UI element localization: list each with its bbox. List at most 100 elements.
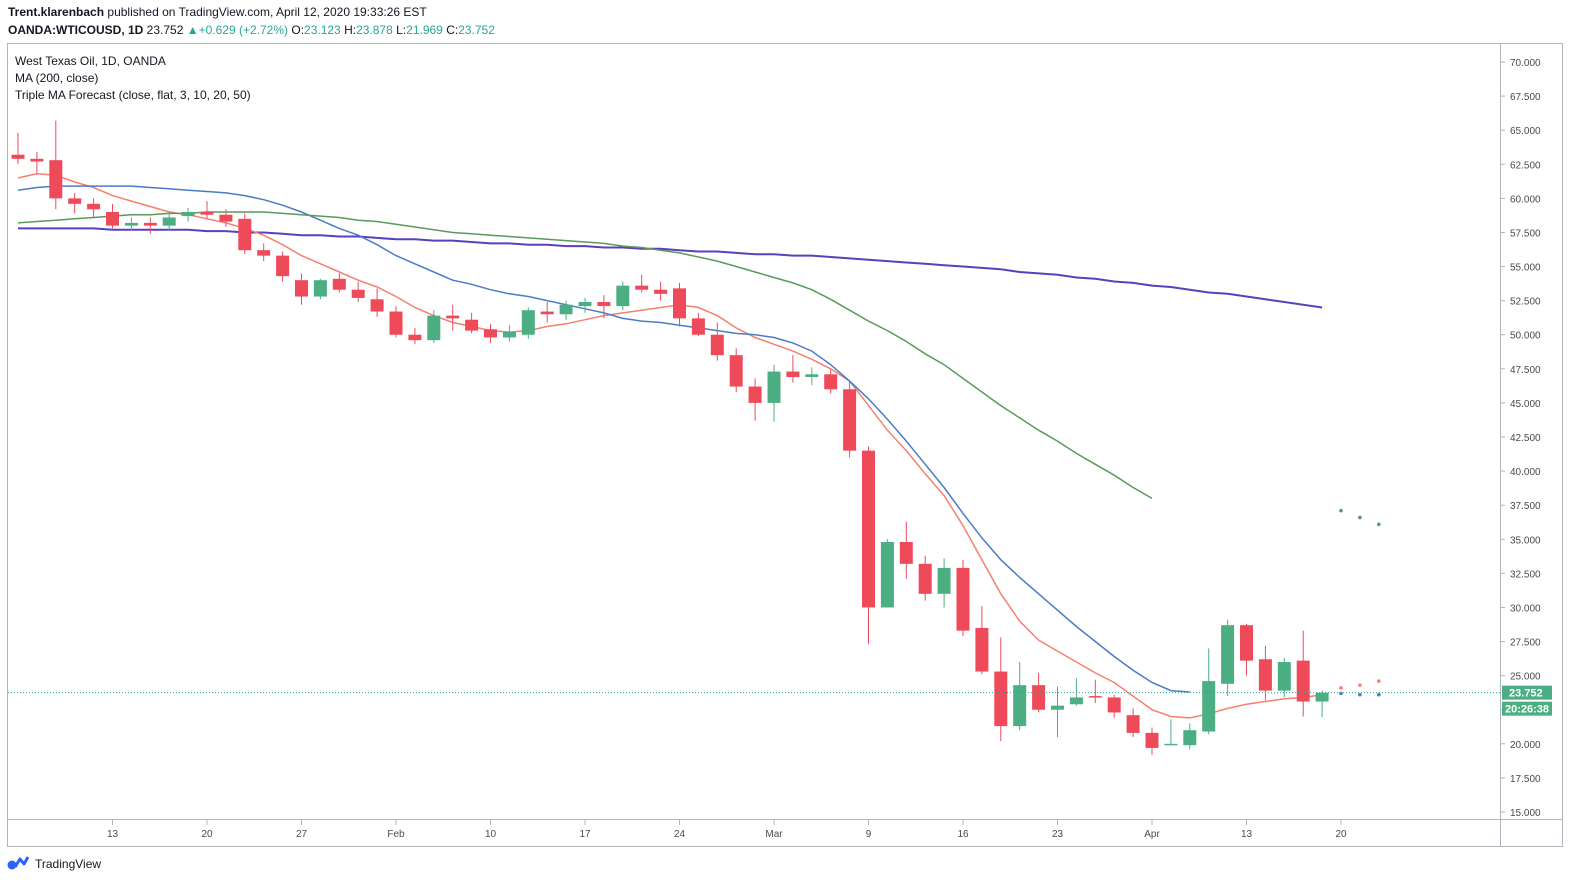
low-label: L: <box>396 23 407 37</box>
candle-body <box>673 288 686 319</box>
author[interactable]: Trent.klarenbach <box>8 5 105 19</box>
candle-body <box>427 315 441 341</box>
last-price-text: 23.752 <box>1509 688 1543 700</box>
last-price-box <box>1502 685 1552 700</box>
candle-body <box>11 154 25 159</box>
forecast-dot-ma20 <box>1377 692 1381 697</box>
price-tick-label: 55.000 <box>1510 263 1541 274</box>
candle-body <box>786 371 800 377</box>
candle-body <box>597 302 611 307</box>
candle-body <box>559 304 573 315</box>
legend-ma[interactable]: MA (200, close) <box>15 71 99 85</box>
brand-name: TradingView <box>35 857 102 871</box>
candle-body <box>1088 696 1102 698</box>
candle-body <box>162 217 176 226</box>
candle-body <box>862 450 875 608</box>
candle-body <box>1032 685 1046 710</box>
candle-body <box>1202 681 1216 732</box>
time-tick-label: 16 <box>957 829 969 840</box>
candle-body <box>351 289 365 298</box>
time-tick-label: 20 <box>1335 829 1347 840</box>
ma-lines <box>17 173 1323 719</box>
open-label: O: <box>291 23 305 37</box>
candle-body <box>1051 705 1064 710</box>
candle-body <box>767 371 781 403</box>
ma10-line <box>17 173 1323 719</box>
last-price: 23.752 <box>146 23 184 37</box>
high-value: 23.878 <box>356 23 393 37</box>
price-tick-label: 47.500 <box>1510 365 1541 376</box>
footer-brand[interactable]: TradingView <box>7 855 101 873</box>
time-tick-label: 23 <box>1052 829 1064 840</box>
time-tick-label: 17 <box>579 829 591 840</box>
candle-body <box>1164 743 1178 746</box>
price-tick-label: 50.000 <box>1510 331 1541 342</box>
change: +0.629 (+2.72%) <box>198 23 289 37</box>
time-axis[interactable]: 13 20 27 Feb 10 17 24 Mar 9 16 23 Apr 13 20 <box>107 820 1347 840</box>
time-tick-label: Feb <box>387 829 405 840</box>
price-tick-label: 37.500 <box>1510 501 1541 512</box>
candle-body <box>1013 685 1027 727</box>
candles <box>11 120 1329 755</box>
price-tick-label: 15.000 <box>1510 808 1541 819</box>
candle-body <box>540 311 554 315</box>
time-tick-label: 10 <box>485 829 497 840</box>
publisher-line: Trent.klarenbach published on TradingVie… <box>8 5 427 19</box>
candle-body <box>276 255 290 277</box>
candle-body <box>465 319 479 331</box>
price-tick-label: 70.000 <box>1510 58 1541 69</box>
price-tick-label: 42.500 <box>1510 433 1541 444</box>
candle-body <box>748 386 762 403</box>
price-axis[interactable]: 15.00017.50020.00022.50025.00027.50030.0… <box>1500 58 1541 819</box>
candle-body <box>484 329 497 338</box>
forecast-dot-ma50 <box>1377 522 1381 527</box>
candle-body <box>295 280 308 297</box>
candle-body <box>257 250 271 256</box>
candle-body <box>805 374 819 377</box>
forecast-dot-ma50 <box>1358 515 1362 520</box>
price-tick-label: 40.000 <box>1510 467 1541 478</box>
candle-body <box>1296 660 1310 702</box>
candle-body <box>899 542 913 564</box>
candle-body <box>30 158 44 162</box>
candle-body <box>1107 697 1121 713</box>
price-tick-label: 30.000 <box>1510 603 1541 614</box>
countdown-box <box>1502 701 1552 716</box>
close-value: 23.752 <box>458 23 495 37</box>
candle-body <box>106 212 119 226</box>
forecast-dot-ma10 <box>1377 679 1381 683</box>
candle-body <box>408 334 422 341</box>
forecast-dot-ma10 <box>1339 686 1343 690</box>
candle-body <box>1240 625 1253 661</box>
symbol: OANDA:WTICOUSD, 1D <box>8 23 144 37</box>
price-tick-label: 67.500 <box>1510 92 1541 103</box>
legend-title[interactable]: West Texas Oil, 1D, OANDA <box>15 54 166 68</box>
price-tick-label: 62.500 <box>1510 160 1541 171</box>
price-tick-label: 65.000 <box>1510 126 1541 137</box>
candle-body <box>843 389 857 451</box>
candle-body <box>1258 659 1272 691</box>
candle-body <box>446 315 460 319</box>
forecast-dot-ma20 <box>1358 692 1362 697</box>
candle-body <box>956 567 970 631</box>
price-tick-label: 52.500 <box>1510 297 1541 308</box>
candle-body <box>710 334 724 356</box>
forecast-dot-ma20 <box>1339 691 1343 696</box>
candle-body <box>68 198 82 204</box>
candle-body <box>1315 692 1329 702</box>
legend-forecast[interactable]: Triple MA Forecast (close, flat, 3, 10, … <box>15 88 251 102</box>
candle-body <box>49 160 63 199</box>
candle-body <box>181 212 195 217</box>
open-value: 23.123 <box>304 23 341 37</box>
countdown-text: 20:26:38 <box>1505 704 1549 716</box>
low-value: 21.969 <box>406 23 443 37</box>
forecast-dot-ma50 <box>1339 508 1343 513</box>
time-tick-label: 24 <box>674 829 686 840</box>
tradingview-logo-icon <box>7 856 29 870</box>
candle-body <box>1183 730 1197 746</box>
candle-body <box>1069 697 1083 705</box>
price-tick-label: 20.000 <box>1510 740 1541 751</box>
candle-body <box>124 222 138 226</box>
ma200-line <box>18 227 1323 309</box>
